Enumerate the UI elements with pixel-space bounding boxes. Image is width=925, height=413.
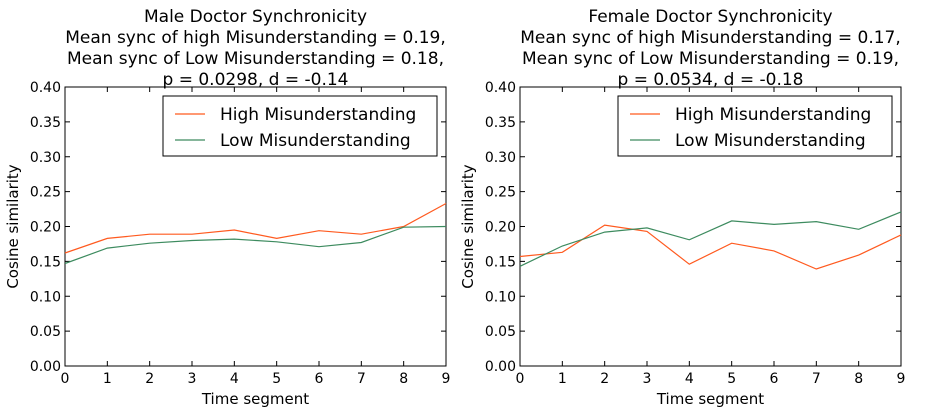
y-tick-label: 0.10 xyxy=(485,289,516,305)
y-tick-label: 0.00 xyxy=(485,359,516,375)
y-tick-label: 0.40 xyxy=(485,80,516,96)
y-tick-label: 0.30 xyxy=(485,150,516,166)
y-tick-label: 0.25 xyxy=(485,185,516,201)
y-tick-label: 0.35 xyxy=(485,115,516,131)
x-tick-label: 0 xyxy=(61,371,70,387)
y-tick-label: 0.20 xyxy=(30,220,61,236)
x-tick-label: 1 xyxy=(103,371,112,387)
legend-entry: Low Misunderstanding xyxy=(220,131,411,151)
x-tick-label: 5 xyxy=(727,371,736,387)
x-tick-label: 2 xyxy=(600,371,609,387)
x-tick-label: 8 xyxy=(399,371,408,387)
x-tick-label: 6 xyxy=(315,371,324,387)
y-tick-label: 0.00 xyxy=(30,359,61,375)
series-line-high-misunderstanding xyxy=(64,202,447,254)
y-tick-label: 0.30 xyxy=(30,150,61,166)
y-tick-label: 0.10 xyxy=(30,289,61,305)
x-tick-label: 6 xyxy=(770,371,779,387)
x-tick-label: 2 xyxy=(145,371,154,387)
series-line-high-misunderstanding xyxy=(519,224,902,270)
y-axis-label: Cosine similarity xyxy=(4,164,22,288)
y-tick-label: 0.25 xyxy=(30,185,61,201)
y-axis-label: Cosine similarity xyxy=(459,164,477,288)
chart-title-line: p = 0.0298, d = -0.14 xyxy=(163,70,349,90)
chart-title-line: p = 0.0534, d = -0.18 xyxy=(618,70,804,90)
chart-title-line: Mean sync of high Misunderstanding = 0.1… xyxy=(65,28,446,48)
legend-entry: High Misunderstanding xyxy=(675,105,871,125)
y-tick-label: 0.20 xyxy=(485,220,516,236)
x-tick-label: 1 xyxy=(558,371,567,387)
chart-title-line: Mean sync of high Misunderstanding = 0.1… xyxy=(520,28,901,48)
x-tick-label: 9 xyxy=(897,371,906,387)
series-line-low-misunderstanding xyxy=(64,225,447,265)
x-tick-label: 4 xyxy=(230,371,239,387)
x-tick-label: 4 xyxy=(685,371,694,387)
chart-title-line: Mean sync of Low Misunderstanding = 0.18… xyxy=(67,49,444,69)
legend-entry: Low Misunderstanding xyxy=(675,131,866,151)
series-line-low-misunderstanding xyxy=(519,211,902,267)
y-tick-label: 0.40 xyxy=(30,80,61,96)
chart-title-line: Male Doctor Synchronicity xyxy=(144,7,367,27)
chart-title-line: Mean sync of Low Misunderstanding = 0.19… xyxy=(522,49,899,69)
chart-title-line: Female Doctor Synchronicity xyxy=(588,7,832,27)
x-tick-label: 5 xyxy=(272,371,281,387)
y-tick-label: 0.05 xyxy=(485,324,516,340)
x-tick-label: 7 xyxy=(357,371,366,387)
y-tick-label: 0.15 xyxy=(485,254,516,270)
y-tick-label: 0.05 xyxy=(30,324,61,340)
legend-box xyxy=(162,95,438,157)
x-tick-label: 9 xyxy=(442,371,451,387)
x-axis-label: Time segment xyxy=(656,390,764,408)
x-tick-label: 8 xyxy=(854,371,863,387)
x-axis-label: Time segment xyxy=(201,390,309,408)
legend-entry: High Misunderstanding xyxy=(220,105,416,125)
x-tick-label: 3 xyxy=(643,371,652,387)
x-tick-label: 3 xyxy=(188,371,197,387)
legend-box xyxy=(617,95,893,157)
y-tick-label: 0.15 xyxy=(30,254,61,270)
x-tick-label: 7 xyxy=(812,371,821,387)
x-tick-label: 0 xyxy=(516,371,525,387)
y-tick-label: 0.35 xyxy=(30,115,61,131)
